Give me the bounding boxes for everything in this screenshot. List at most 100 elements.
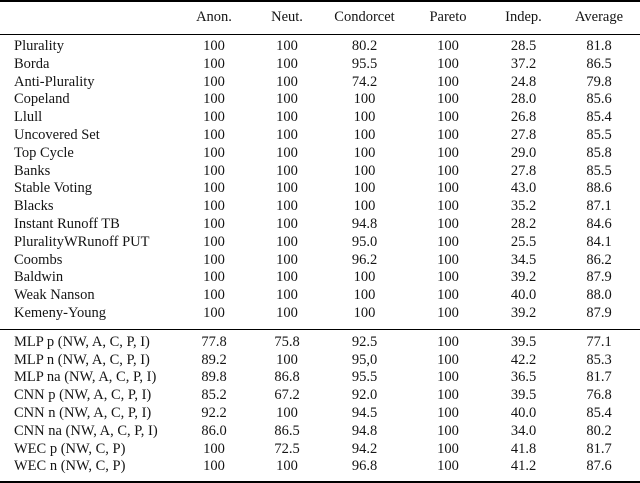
cell-value: 100 [353,91,376,108]
cell-value: 29.0 [510,144,537,161]
cell-value: 85.6 [586,91,612,108]
table-row: Coombs 100 100 96.2 100 34.5 86.2 [0,252,640,270]
cell-value: 100 [276,215,298,232]
table-row: Top Cycle 100 100 100 100 29.0 85.8 [0,145,640,163]
cell-value: 92.0 [351,387,378,404]
table-section-learned-models: MLP p (NW, A, C, P, I) 77.8 75.8 92.5 100 39.… [0,329,640,482]
row-label: WEC p (NW, C, P) [14,440,126,457]
cell-value: 100 [353,126,376,143]
cell-value: 100 [353,198,376,215]
table-row: WEC n (NW, C, P) 100 100 96.8 100 41.2 87.6 [0,458,640,482]
header-cell-independence: Indep. [505,9,542,25]
cell-value: 39.5 [510,333,537,350]
header-cell-pareto: Pareto [429,9,467,25]
table-row: MLP n (NW, A, C, P, I) 89.2 100 95,0 100 42.2… [0,352,640,370]
row-label: Baldwin [14,269,64,286]
table-row: Anti-Plurality 100 100 74.2 100 24.8 79.8 [0,74,640,92]
table-row: PluralityWRunoff PUT 100 100 95.0 100 25.5 84.… [0,234,640,252]
cell-value: 100 [276,404,298,421]
cell-value: 85.3 [586,351,612,368]
cell-value: 94.2 [351,440,378,457]
table-row: WEC p (NW, C, P) 100 72.5 94.2 100 41.8 81.7 [0,441,640,459]
cell-value: 100 [276,233,298,250]
cell-value: 100 [203,251,225,268]
cell-value: 76.8 [586,387,612,404]
table-row: CNN na (NW, A, C, P, I) 86.0 86.5 94.8 100 34… [0,423,640,441]
row-label: MLP na (NW, A, C, P, I) [14,369,157,386]
table-row: CNN p (NW, A, C, P, I) 85.2 67.2 92.0 100 39.… [0,387,640,405]
cell-value: 100 [276,287,298,304]
row-label: Copeland [14,91,70,108]
cell-value: 86.2 [586,251,612,268]
cell-value: 100 [203,144,225,161]
cell-value: 100 [203,91,225,108]
cell-value: 100 [437,109,459,126]
cell-value: 100 [276,162,298,179]
cell-value: 92.5 [351,333,378,350]
row-label: Blacks [14,198,54,215]
cell-value: 100 [437,162,459,179]
cell-value: 34.5 [510,251,537,268]
row-label: Instant Runoff TB [14,215,120,232]
table-row: Copeland 100 100 100 100 28.0 85.6 [0,91,640,109]
cell-value: 39.2 [510,304,537,321]
cell-value: 100 [203,38,225,54]
header-cell-neutrality: Neut. [271,9,303,25]
row-label: Borda [14,55,50,72]
cell-value: 86.5 [274,422,300,439]
row-label: Weak Nanson [14,287,95,304]
cell-value: 39.5 [510,387,537,404]
table-row: Banks 100 100 100 100 27.8 85.5 [0,163,640,181]
cell-value: 24.8 [510,73,537,90]
cell-value: 36.5 [510,369,537,386]
cell-value: 100 [203,233,225,250]
cell-value: 100 [437,287,459,304]
cell-value: 100 [203,458,225,475]
row-label: CNN n (NW, A, C, P, I) [14,404,152,421]
cell-value: 85.5 [586,126,612,143]
cell-value: 100 [437,126,459,143]
cell-value: 100 [353,144,376,161]
cell-value: 100 [276,55,298,72]
cell-value: 100 [437,251,459,268]
cell-value: 75.8 [274,333,300,350]
header-cell-anonymity: Anon. [196,9,232,25]
row-label: Plurality [14,38,64,54]
table-row: MLP na (NW, A, C, P, I) 89.8 86.8 95.5 100 36… [0,369,640,387]
table-row: Borda 100 100 95.5 100 37.2 86.5 [0,56,640,74]
cell-value: 42.2 [510,351,537,368]
cell-value: 100 [276,109,298,126]
row-label: CNN p (NW, A, C, P, I) [14,387,152,404]
cell-value: 86.0 [201,422,227,439]
cell-value: 85.8 [586,144,612,161]
cell-value: 25.5 [510,233,537,250]
table-row: Kemeny-Young 100 100 100 100 39.2 87.9 [0,305,640,329]
cell-value: 92.2 [201,404,227,421]
row-label: WEC n (NW, C, P) [14,458,126,475]
table-row: MLP p (NW, A, C, P, I) 77.8 75.8 92.5 100 39.… [0,329,640,351]
table-section-voting-rules: Plurality 100 100 80.2 100 28.5 81.8 Borda 100 10… [0,35,640,330]
cell-value: 95.5 [351,369,378,386]
cell-value: 100 [353,180,376,197]
cell-value: 100 [276,251,298,268]
cell-value: 100 [276,351,298,368]
header-cell-condorcet: Condorcet [334,9,395,25]
cell-value: 100 [203,162,225,179]
cell-value: 100 [437,55,459,72]
header-row: Anon. Neut. Condorcet Pareto Indep. Aver… [0,1,640,35]
cell-value: 94.8 [351,422,378,439]
cell-value: 100 [276,304,298,321]
cell-value: 100 [203,73,225,90]
table-row: Llull 100 100 100 100 26.8 85.4 [0,109,640,127]
cell-value: 95.0 [351,233,378,250]
cell-value: 77.8 [201,333,227,350]
cell-value: 100 [203,109,225,126]
cell-value: 100 [276,458,298,475]
table-row: CNN n (NW, A, C, P, I) 92.2 100 94.5 100 40.0… [0,405,640,423]
row-label: Uncovered Set [14,126,100,143]
cell-value: 41.2 [510,458,537,475]
cell-value: 100 [437,422,459,439]
cell-value: 28.0 [510,91,537,108]
cell-value: 41.8 [510,440,537,457]
